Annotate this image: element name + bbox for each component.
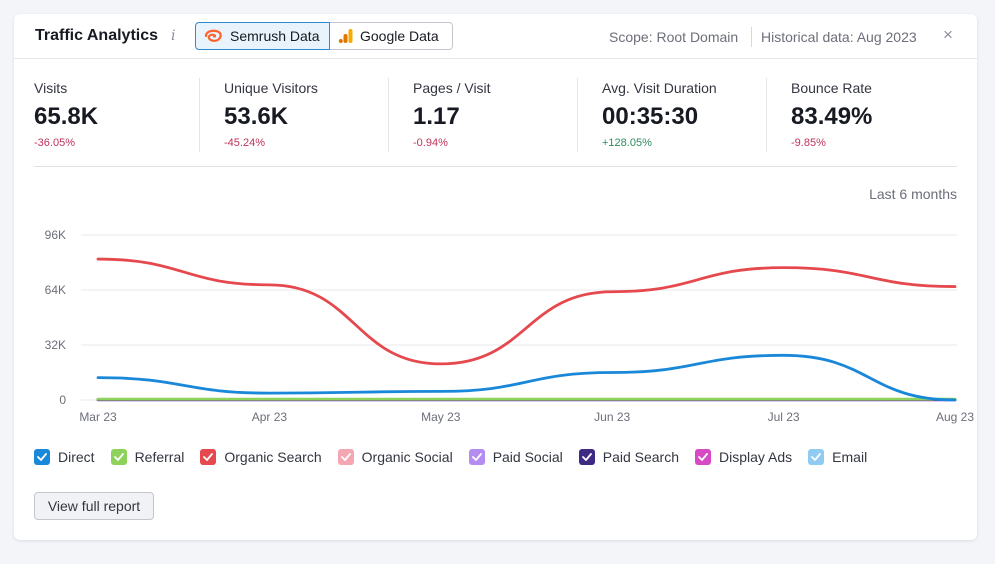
metric-delta: +128.05% bbox=[602, 137, 652, 149]
metric-label: Visits bbox=[34, 80, 68, 96]
metric-avg-visit-duration: Avg. Visit Duration 00:35:30 +128.05% bbox=[602, 80, 772, 149]
metric-label: Pages / Visit bbox=[413, 80, 491, 96]
google-data-label: Google Data bbox=[360, 28, 439, 44]
x-tick-label: Jul 23 bbox=[768, 410, 800, 424]
checkbox-checked-icon[interactable] bbox=[578, 449, 595, 465]
metric-label: Bounce Rate bbox=[791, 80, 872, 96]
metric-delta: -9.85% bbox=[791, 137, 826, 149]
legend-label: Organic Social bbox=[361, 449, 453, 465]
scope-text: Scope: Root Domain bbox=[609, 29, 739, 45]
metric-pages-per-visit: Pages / Visit 1.17 -0.94% bbox=[413, 80, 583, 149]
legend-label: Display Ads bbox=[719, 449, 793, 465]
y-tick-label: 32K bbox=[45, 338, 66, 352]
legend-item-paid-social[interactable]: Paid Social bbox=[468, 449, 563, 465]
info-icon[interactable]: i bbox=[171, 28, 176, 44]
semrush-data-label: Semrush Data bbox=[230, 28, 320, 44]
metric-value: 1.17 bbox=[413, 103, 460, 130]
metric-visits: Visits 65.8K -36.05% bbox=[34, 80, 204, 149]
legend-item-organic-social[interactable]: Organic Social bbox=[337, 449, 453, 465]
x-tick-label: Apr 23 bbox=[252, 410, 288, 424]
period-label: Last 6 months bbox=[869, 186, 957, 202]
legend-label: Paid Social bbox=[492, 449, 563, 465]
checkbox-checked-icon[interactable] bbox=[200, 449, 217, 465]
series-line-organic-search bbox=[96, 257, 957, 366]
x-tick-label: Jun 23 bbox=[594, 410, 630, 424]
traffic-analytics-card: Traffic Analytics i Semrush Data Google … bbox=[14, 14, 977, 540]
historical-data-text: Historical data: Aug 2023 bbox=[761, 29, 917, 45]
section-divider bbox=[34, 166, 957, 167]
metric-divider bbox=[577, 78, 578, 152]
y-tick-label: 0 bbox=[59, 393, 66, 407]
google-analytics-icon bbox=[338, 29, 353, 43]
semrush-logo-icon bbox=[204, 29, 222, 42]
checkbox-checked-icon[interactable] bbox=[468, 449, 485, 465]
legend-item-display-ads[interactable]: Display Ads bbox=[695, 449, 792, 465]
legend-item-direct[interactable]: Direct bbox=[34, 449, 95, 465]
close-icon[interactable]: × bbox=[943, 25, 953, 44]
header-divider bbox=[751, 27, 752, 47]
legend-label: Direct bbox=[58, 449, 95, 465]
metric-value: 00:35:30 bbox=[602, 103, 699, 130]
widget-title: Traffic Analytics bbox=[35, 27, 159, 44]
metric-delta: -36.05% bbox=[34, 137, 75, 149]
metric-bounce-rate: Bounce Rate 83.49% -9.85% bbox=[791, 80, 961, 149]
card-header: Traffic Analytics i Semrush Data Google … bbox=[14, 14, 977, 59]
metric-unique-visitors: Unique Visitors 53.6K -45.24% bbox=[224, 80, 394, 149]
legend-label: Organic Search bbox=[224, 449, 322, 465]
metric-value: 53.6K bbox=[224, 103, 289, 130]
metric-divider bbox=[388, 78, 389, 152]
metric-divider bbox=[766, 78, 767, 152]
checkbox-checked-icon[interactable] bbox=[110, 449, 127, 465]
metric-divider bbox=[199, 78, 200, 152]
checkbox-checked-icon[interactable] bbox=[695, 449, 712, 465]
legend-item-organic-search[interactable]: Organic Search bbox=[200, 449, 322, 465]
legend-item-email[interactable]: Email bbox=[808, 449, 867, 465]
google-data-tab[interactable]: Google Data bbox=[330, 22, 453, 50]
semrush-data-tab[interactable]: Semrush Data bbox=[195, 22, 330, 50]
checkbox-checked-icon[interactable] bbox=[34, 449, 50, 465]
legend-item-referral[interactable]: Referral bbox=[110, 449, 185, 465]
traffic-line-chart: 96K 64K 32K 0 Mar 23 Apr 23 May 23 Jun 23 Jul 23… bbox=[45, 228, 975, 424]
chart-legend: Direct Referral Organic Search Organic Soci… bbox=[34, 449, 883, 465]
series-line-direct bbox=[96, 353, 957, 402]
y-tick-label: 96K bbox=[45, 228, 66, 242]
legend-item-paid-search[interactable]: Paid Search bbox=[578, 449, 680, 465]
metric-value: 65.8K bbox=[34, 103, 99, 130]
y-tick-label: 64K bbox=[45, 283, 66, 297]
data-source-toggle: Semrush Data Google Data bbox=[195, 22, 453, 50]
metric-label: Avg. Visit Duration bbox=[602, 80, 717, 96]
metric-value: 83.49% bbox=[791, 103, 873, 130]
metric-delta: -0.94% bbox=[413, 137, 448, 149]
metric-label: Unique Visitors bbox=[224, 80, 318, 96]
metric-delta: -45.24% bbox=[224, 137, 265, 149]
x-tick-label: May 23 bbox=[421, 410, 461, 424]
x-tick-label: Aug 23 bbox=[936, 410, 974, 424]
x-tick-label: Mar 23 bbox=[79, 410, 117, 424]
view-full-report-button[interactable]: View full report bbox=[34, 492, 154, 520]
legend-label: Email bbox=[832, 449, 868, 465]
legend-label: Paid Search bbox=[602, 449, 680, 465]
legend-label: Referral bbox=[134, 449, 185, 465]
checkbox-checked-icon[interactable] bbox=[337, 449, 354, 465]
checkbox-checked-icon[interactable] bbox=[808, 449, 825, 465]
